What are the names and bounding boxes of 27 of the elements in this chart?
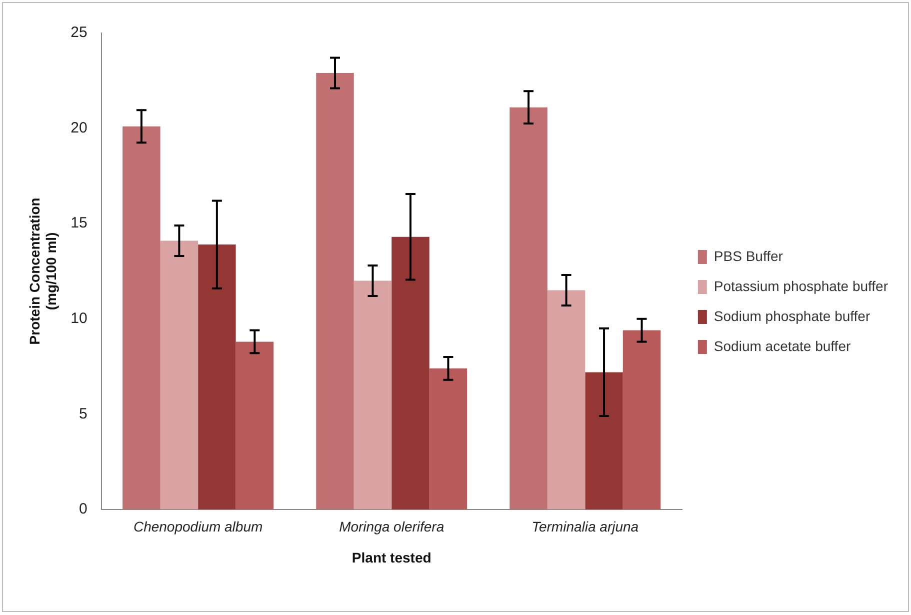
x-tick-label: Terminalia arjuna — [532, 518, 639, 535]
bar — [510, 107, 548, 510]
y-tick-label: 0 — [78, 500, 88, 518]
y-tick-label: 25 — [70, 24, 88, 42]
bar — [122, 126, 160, 510]
bar — [198, 244, 236, 510]
bar — [622, 330, 661, 510]
x-tick-label: Chenopodium album — [133, 518, 263, 535]
legend-label: Potassium phosphate buffer — [714, 278, 888, 294]
legend-label: PBS Buffer — [714, 248, 784, 264]
bar — [392, 236, 430, 510]
y-tick-label: 15 — [70, 214, 88, 232]
y-axis-title: Protein Concentration (mg/100 ml) — [26, 198, 60, 345]
y-tick-label: 5 — [78, 405, 88, 422]
x-tick-label: Moringa olerifera — [339, 518, 444, 535]
legend-label: Sodium phosphate buffer — [714, 308, 870, 324]
y-tick-label: 20 — [70, 119, 88, 136]
bar — [236, 342, 274, 510]
bar — [585, 372, 623, 510]
x-axis-title: Plant tested — [352, 549, 432, 566]
legend-label: Sodium acetate buffer — [714, 338, 851, 354]
bar — [429, 368, 468, 510]
y-tick-label: 10 — [70, 310, 88, 327]
bar — [160, 240, 198, 510]
bar — [354, 280, 392, 510]
bar — [316, 73, 354, 510]
bar — [547, 290, 586, 510]
